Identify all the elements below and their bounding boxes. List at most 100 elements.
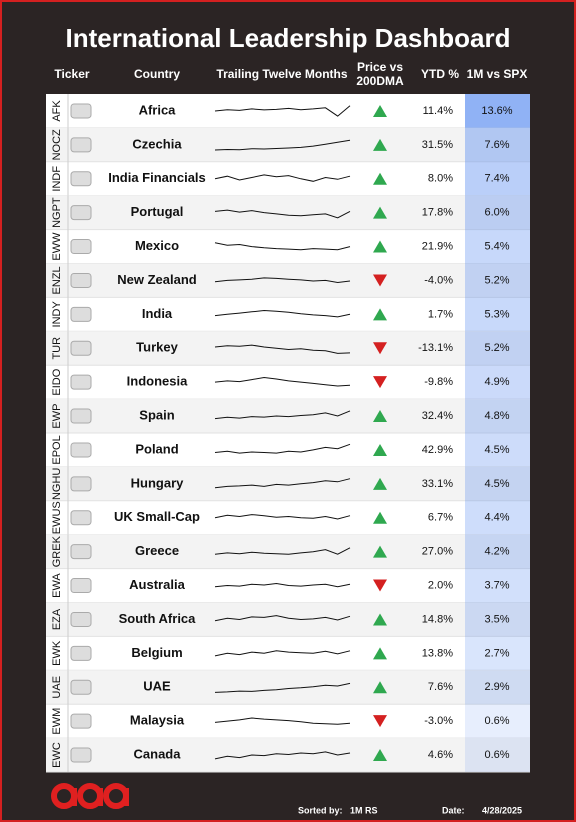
table: AFK Africa 11.4% 13.6% NOCZ Czechia 31.5% 7.6% I…	[46, 94, 530, 773]
row: TUR Turkey -13.1% 5.2%	[46, 331, 530, 366]
arrow-down	[373, 376, 387, 389]
ytd: 13.8%	[422, 647, 453, 659]
row: UAE UAE 7.6% 2.9%	[46, 670, 530, 705]
country: Indonesia	[127, 374, 188, 389]
col-header: 200DMA	[356, 74, 404, 88]
title: International Leadership Dashboard	[66, 23, 511, 53]
rs-cell	[465, 466, 530, 501]
ytd: 11.4%	[423, 105, 454, 117]
row: EIDO Indonesia -9.8% 4.9%	[46, 365, 530, 400]
ticker: EWM	[51, 708, 63, 735]
flag	[70, 103, 92, 119]
col-header: YTD %	[421, 67, 459, 81]
col-header: Trailing Twelve Months	[216, 67, 347, 81]
rs-cell	[465, 534, 530, 569]
rs: 4.5%	[484, 444, 509, 456]
sparkline	[214, 514, 351, 520]
flag	[70, 171, 92, 187]
ticker: NGPT	[51, 197, 63, 228]
col-header: Price vs	[357, 60, 403, 74]
rs: 4.9%	[484, 376, 509, 388]
rs-cell	[465, 94, 530, 128]
country: Turkey	[136, 340, 178, 355]
ytd: 33.1%	[422, 478, 453, 490]
arrow-up	[373, 206, 387, 219]
flag	[70, 374, 92, 390]
ytd: 7.6%	[428, 681, 453, 693]
rs-cell	[465, 568, 530, 603]
ytd: -9.8%	[424, 376, 453, 388]
sparkline	[214, 547, 351, 555]
country: UK Small-Cap	[114, 509, 200, 524]
flag	[70, 408, 92, 424]
flag	[70, 713, 92, 729]
sparkline	[214, 277, 351, 284]
country: Africa	[139, 102, 177, 117]
col-header: 1M vs SPX	[467, 67, 528, 81]
row: AFK Africa 11.4% 13.6%	[46, 94, 530, 129]
rs-cell	[465, 602, 530, 637]
flag	[70, 239, 92, 255]
sparkline	[214, 650, 351, 657]
row: NGHU Hungary 33.1% 4.5%	[46, 466, 530, 502]
sparkline	[214, 139, 351, 151]
rs-cell	[465, 433, 530, 467]
rs-cell	[465, 704, 530, 739]
rs: 0.6%	[484, 715, 509, 727]
rs: 4.8%	[484, 410, 509, 422]
flag	[70, 205, 92, 221]
rs: 3.7%	[484, 579, 509, 591]
ticker: GREK	[51, 535, 63, 567]
rs-cell	[465, 331, 530, 366]
row-bg	[46, 738, 530, 772]
ticker: EPOL	[51, 435, 63, 464]
footer-value: 1M RS	[350, 805, 378, 815]
sparkline	[214, 443, 351, 454]
arrow-up	[373, 443, 387, 456]
arrow-up	[373, 410, 387, 423]
rs: 4.5%	[484, 478, 509, 490]
footer-value: 4/28/2025	[482, 805, 522, 815]
ticker: EWUS	[51, 501, 63, 534]
row-bg	[46, 602, 530, 637]
arrow-up	[373, 172, 387, 185]
row: EWA Australia 2.0% 3.7%	[46, 568, 530, 603]
country: India Financials	[108, 170, 206, 185]
col-header: Country	[134, 67, 180, 81]
arrow-down	[373, 274, 387, 287]
rs: 6.0%	[484, 207, 509, 219]
sparkline	[214, 376, 351, 387]
rs-cell	[465, 399, 530, 433]
sparkline	[214, 174, 351, 182]
row-bg	[46, 195, 530, 230]
rs-cell	[465, 195, 530, 230]
flag	[70, 272, 92, 288]
arrow-up	[373, 613, 387, 626]
sparkline	[214, 582, 351, 588]
ytd: 2.0%	[428, 579, 453, 591]
row: INDY India 1.7% 5.3%	[46, 297, 530, 332]
ytd: 17.8%	[422, 207, 453, 219]
rs-cell	[465, 229, 530, 264]
flag	[70, 645, 92, 661]
row-bg	[46, 331, 530, 366]
ticker: EWW	[51, 232, 63, 261]
row: NGPT Portugal 17.8% 6.0%	[46, 195, 530, 231]
ytd: 1.7%	[428, 308, 453, 320]
rs: 13.6%	[481, 105, 512, 117]
sparkline	[214, 309, 351, 318]
footer-label: Sorted by:	[298, 805, 343, 815]
sparkline	[214, 410, 351, 420]
arrow-up	[373, 511, 387, 524]
country: Mexico	[135, 238, 179, 253]
sparkline	[214, 717, 351, 725]
row: EWC Canada 4.6% 0.6%	[46, 738, 530, 773]
row-bg	[46, 466, 530, 501]
country: Canada	[134, 746, 182, 761]
rs: 3.5%	[484, 613, 509, 625]
flag	[70, 306, 92, 322]
flag	[70, 442, 92, 458]
flag	[70, 340, 92, 356]
country: South Africa	[119, 611, 197, 626]
sparkline	[214, 209, 351, 219]
